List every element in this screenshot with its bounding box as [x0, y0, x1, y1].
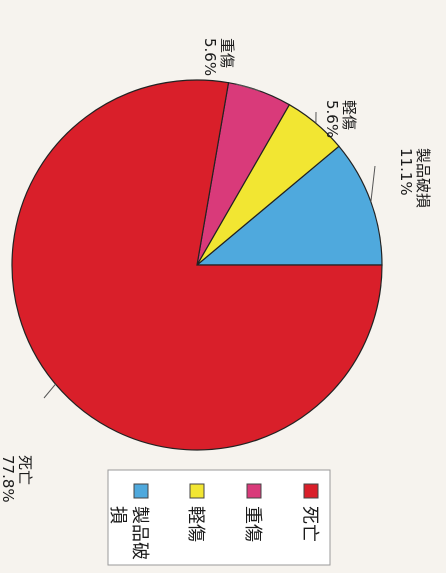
legend-label-3: 製品破 — [129, 506, 150, 560]
legend-label-0: 死亡 — [299, 506, 320, 542]
slice-label-name: 製品破損 — [414, 148, 432, 208]
leader-line-3 — [370, 165, 376, 202]
slice-label-percent: 5.6% — [323, 100, 341, 138]
slice-label-1: 重傷5.6% — [201, 38, 236, 76]
legend-label-2: 軽傷 — [185, 506, 206, 542]
legend-swatch-0 — [303, 483, 319, 499]
slice-label-percent: 11.1% — [397, 148, 415, 196]
leader-line-0 — [43, 383, 56, 399]
legend-swatch-1 — [246, 483, 262, 499]
leader-lines — [43, 83, 376, 399]
pie-slice-0 — [11, 79, 383, 451]
legend-swatch-3 — [133, 483, 149, 499]
pie-slice-3 — [195, 145, 383, 266]
slice-label-name: 軽傷 — [340, 100, 358, 130]
slice-label-percent: 77.8% — [0, 455, 17, 503]
slice-label-2: 軽傷5.6% — [323, 100, 358, 138]
legend-label-3: 損 — [107, 506, 128, 524]
slice-label-name: 重傷 — [218, 38, 236, 68]
legend-swatch-2 — [189, 483, 205, 499]
slice-label-name: 死亡 — [16, 455, 34, 485]
slice-label-percent: 5.6% — [201, 38, 219, 76]
pie-slices — [11, 79, 383, 451]
legend-label-1: 重傷 — [242, 506, 263, 542]
leader-line-1 — [235, 83, 261, 92]
